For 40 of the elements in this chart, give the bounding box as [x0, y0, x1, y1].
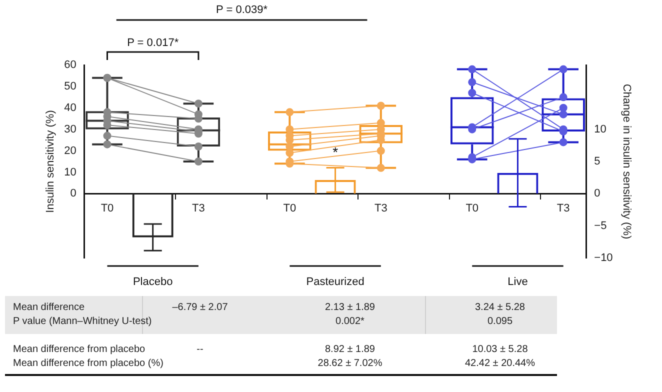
text: Mean difference from placebo (%) — [13, 358, 164, 369]
text: 8.92 ± 1.89 — [325, 344, 375, 355]
x-tick-label: T3 — [556, 202, 570, 214]
x-tick-label: T0 — [100, 202, 114, 214]
y2-tick-label: 0 — [594, 188, 600, 200]
y-tick-label: 10 — [64, 166, 76, 178]
text: –6.79 ± 2.07 — [171, 301, 229, 315]
text: Placebo — [132, 276, 173, 288]
y2-tick-label: −10 — [594, 252, 613, 264]
y-tick-label: 0 — [70, 188, 76, 200]
text: 2.13 ± 1.89 — [325, 302, 375, 313]
text: 28.62 ± 7.02% — [318, 358, 382, 369]
text: Mean difference — [13, 302, 85, 313]
x-tick-label: T3 — [374, 202, 388, 214]
text: 10.03 ± 5.28 — [472, 344, 528, 355]
x-tick-label: T3 — [192, 202, 205, 214]
annotation: * — [332, 144, 339, 160]
y-tick-label: 50 — [64, 80, 76, 92]
text: Mean difference from placebo — [13, 344, 146, 355]
y2-tick-label: 5 — [594, 156, 600, 168]
text: Pasteurized — [306, 276, 364, 288]
text: 0.095 — [487, 316, 513, 327]
text: 42.42 ± 20.44% — [465, 358, 535, 369]
text: 3.24 ± 5.28 — [475, 302, 525, 313]
y-tick-label: 40 — [64, 102, 76, 114]
y-tick-label: 20 — [64, 144, 76, 157]
y-tick-label: 60 — [64, 59, 76, 72]
y-axis-title: Insulin sensitivity (%) — [44, 110, 57, 213]
text: P = 0.039* — [216, 4, 268, 16]
y2-tick-label: 10 — [594, 123, 606, 136]
x-tick-label: T0 — [283, 202, 296, 214]
text: P value (Mann–Whitney U-test) — [13, 316, 152, 327]
text: -- — [196, 343, 204, 357]
text: P = 0.017* — [127, 37, 180, 49]
y-tick-label: 30 — [64, 123, 76, 136]
y2-axis-title: Change in insulin sensitivity (%) — [620, 84, 632, 240]
text: Live — [508, 276, 528, 288]
text: 0.002* — [336, 316, 364, 327]
x-tick-label: T0 — [466, 202, 479, 214]
y2-tick-label: −5 — [594, 220, 607, 232]
